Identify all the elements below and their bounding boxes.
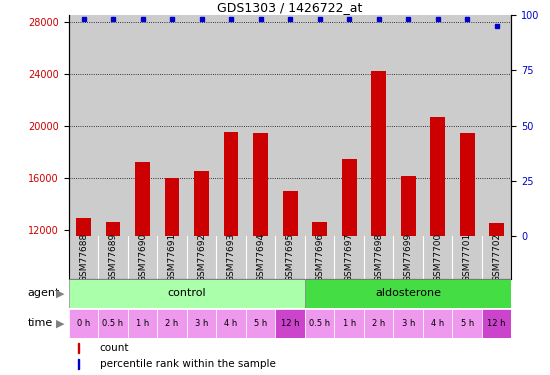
Text: 2 h: 2 h bbox=[166, 319, 179, 328]
Text: 1 h: 1 h bbox=[343, 319, 356, 328]
Bar bbox=[312, 222, 327, 375]
Text: GSM77695: GSM77695 bbox=[285, 233, 295, 282]
Text: GSM77690: GSM77690 bbox=[138, 233, 147, 282]
Text: 12 h: 12 h bbox=[487, 319, 506, 328]
Bar bbox=[253, 134, 268, 375]
Bar bbox=[364, 309, 393, 338]
Bar bbox=[393, 309, 423, 338]
Bar bbox=[371, 71, 386, 375]
Text: GSM77698: GSM77698 bbox=[374, 233, 383, 282]
Text: 4 h: 4 h bbox=[224, 319, 238, 328]
Bar bbox=[423, 309, 453, 338]
Text: GSM77700: GSM77700 bbox=[433, 233, 442, 282]
Bar bbox=[76, 218, 91, 375]
Text: ▶: ▶ bbox=[56, 288, 65, 298]
Bar bbox=[283, 191, 298, 375]
Bar bbox=[128, 309, 157, 338]
Text: agent: agent bbox=[28, 288, 60, 298]
Text: 12 h: 12 h bbox=[281, 319, 299, 328]
Text: GSM77688: GSM77688 bbox=[79, 233, 88, 282]
Text: GSM77689: GSM77689 bbox=[108, 233, 118, 282]
Text: GSM77691: GSM77691 bbox=[168, 233, 177, 282]
Bar bbox=[194, 171, 209, 375]
Text: GSM77693: GSM77693 bbox=[227, 233, 235, 282]
Bar bbox=[78, 359, 79, 369]
Text: control: control bbox=[168, 288, 206, 298]
Bar bbox=[106, 222, 120, 375]
Text: GSM77692: GSM77692 bbox=[197, 233, 206, 282]
Text: 3 h: 3 h bbox=[195, 319, 208, 328]
Text: 5 h: 5 h bbox=[254, 319, 267, 328]
Text: time: time bbox=[28, 318, 53, 328]
Text: 2 h: 2 h bbox=[372, 319, 386, 328]
Bar bbox=[453, 309, 482, 338]
Bar bbox=[401, 176, 416, 375]
Bar bbox=[460, 134, 475, 375]
Bar bbox=[135, 162, 150, 375]
Text: GSM77694: GSM77694 bbox=[256, 233, 265, 282]
Text: 4 h: 4 h bbox=[431, 319, 444, 328]
Text: percentile rank within the sample: percentile rank within the sample bbox=[100, 359, 276, 369]
Bar bbox=[246, 309, 276, 338]
Bar bbox=[305, 309, 334, 338]
Bar bbox=[157, 309, 187, 338]
Text: ▶: ▶ bbox=[56, 318, 65, 328]
Text: GSM77697: GSM77697 bbox=[345, 233, 354, 282]
Text: GSM77701: GSM77701 bbox=[463, 233, 472, 282]
Bar bbox=[69, 279, 305, 308]
Text: GSM77699: GSM77699 bbox=[404, 233, 412, 282]
Bar bbox=[69, 309, 98, 338]
Bar bbox=[276, 309, 305, 338]
Text: GSM77702: GSM77702 bbox=[492, 233, 501, 282]
Bar bbox=[216, 309, 246, 338]
Bar bbox=[98, 309, 128, 338]
Bar bbox=[164, 178, 179, 375]
Bar bbox=[187, 309, 216, 338]
Bar bbox=[78, 343, 79, 353]
Text: 0.5 h: 0.5 h bbox=[102, 319, 124, 328]
Bar bbox=[334, 309, 364, 338]
Text: 3 h: 3 h bbox=[402, 319, 415, 328]
Text: GSM77696: GSM77696 bbox=[315, 233, 324, 282]
Text: 0 h: 0 h bbox=[77, 319, 90, 328]
Bar bbox=[490, 223, 504, 375]
Bar bbox=[224, 132, 239, 375]
Title: GDS1303 / 1426722_at: GDS1303 / 1426722_at bbox=[217, 1, 363, 14]
Text: count: count bbox=[100, 343, 129, 353]
Bar bbox=[342, 159, 356, 375]
Text: 0.5 h: 0.5 h bbox=[309, 319, 330, 328]
Text: aldosterone: aldosterone bbox=[375, 288, 441, 298]
Text: 1 h: 1 h bbox=[136, 319, 149, 328]
Bar bbox=[482, 309, 512, 338]
Bar bbox=[430, 117, 445, 375]
Text: 5 h: 5 h bbox=[460, 319, 474, 328]
Bar bbox=[305, 279, 512, 308]
